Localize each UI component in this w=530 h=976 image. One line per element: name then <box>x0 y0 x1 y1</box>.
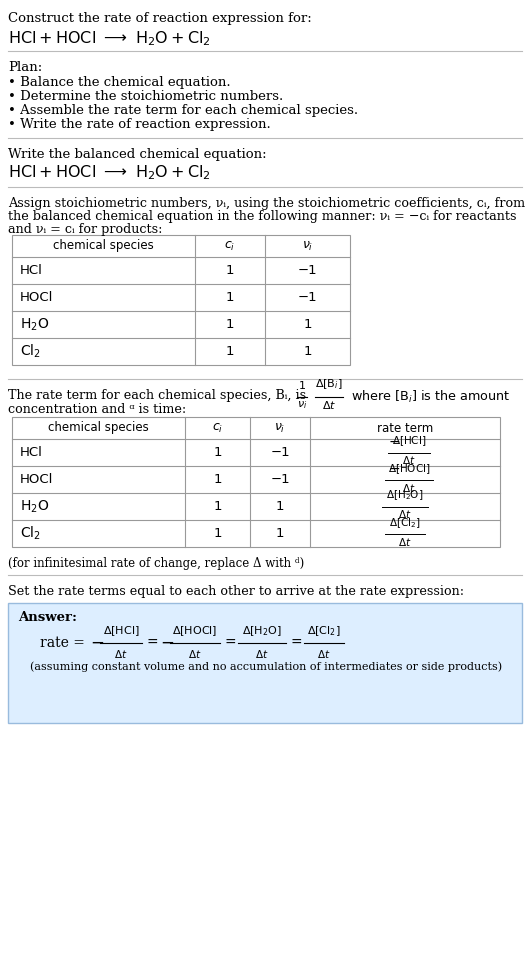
Text: 1: 1 <box>276 527 284 540</box>
Text: Write the balanced chemical equation:: Write the balanced chemical equation: <box>8 148 267 161</box>
Text: $\mathrm{Cl_2}$: $\mathrm{Cl_2}$ <box>20 525 41 543</box>
Text: −1: −1 <box>298 264 317 277</box>
Text: $\mathrm{HCl + HOCl\ \longrightarrow\ H_2O + Cl_2}$: $\mathrm{HCl + HOCl\ \longrightarrow\ H_… <box>8 29 211 48</box>
Text: −: − <box>388 434 400 449</box>
Text: Plan:: Plan: <box>8 61 42 74</box>
Text: $\Delta t$: $\Delta t$ <box>398 508 412 520</box>
Text: $c_i$: $c_i$ <box>212 422 223 434</box>
Text: 1: 1 <box>226 345 234 358</box>
Text: $\Delta[\mathrm{HCl}]$: $\Delta[\mathrm{HCl}]$ <box>392 434 426 449</box>
Text: $\mathrm{H_2O}$: $\mathrm{H_2O}$ <box>20 316 49 333</box>
Text: where $[\mathrm{B}_i]$ is the amount: where $[\mathrm{B}_i]$ is the amount <box>347 389 510 405</box>
Text: $\Delta[\mathrm{HOCl}]$: $\Delta[\mathrm{HOCl}]$ <box>388 462 430 475</box>
Text: $\mathrm{Cl_2}$: $\mathrm{Cl_2}$ <box>20 343 41 360</box>
Text: 1: 1 <box>213 527 222 540</box>
Text: $\Delta t$: $\Delta t$ <box>322 399 336 411</box>
Text: 1: 1 <box>298 381 305 391</box>
Text: 1: 1 <box>213 473 222 486</box>
Text: 1: 1 <box>213 500 222 513</box>
Text: −1: −1 <box>270 473 290 486</box>
Text: • Write the rate of reaction expression.: • Write the rate of reaction expression. <box>8 118 271 131</box>
Text: $\Delta[\mathrm{HCl}]$: $\Delta[\mathrm{HCl}]$ <box>103 625 139 638</box>
Text: The rate term for each chemical species, Bᵢ, is: The rate term for each chemical species,… <box>8 389 310 402</box>
Text: Construct the rate of reaction expression for:: Construct the rate of reaction expressio… <box>8 12 312 25</box>
Bar <box>12 235 350 365</box>
Text: Answer:: Answer: <box>18 611 77 624</box>
Text: chemical species: chemical species <box>53 239 154 253</box>
Text: −: − <box>388 462 400 475</box>
Text: 1: 1 <box>226 291 234 304</box>
Text: −1: −1 <box>298 291 317 304</box>
Text: $\nu_i$: $\nu_i$ <box>297 399 307 411</box>
Text: $\Delta t$: $\Delta t$ <box>188 648 202 660</box>
Text: =: = <box>224 636 236 650</box>
Text: =: = <box>146 636 157 650</box>
Text: 1: 1 <box>226 264 234 277</box>
Text: −1: −1 <box>270 446 290 459</box>
Text: $\Delta[\mathrm{H_2O}]$: $\Delta[\mathrm{H_2O}]$ <box>386 489 423 503</box>
Text: rate term: rate term <box>377 422 433 434</box>
Text: rate =: rate = <box>40 636 89 650</box>
Text: $\nu_i$: $\nu_i$ <box>275 422 286 434</box>
Text: $\Delta t$: $\Delta t$ <box>255 648 269 660</box>
Bar <box>12 417 500 547</box>
Text: =: = <box>290 636 302 650</box>
Text: concentration and ᵅ is time:: concentration and ᵅ is time: <box>8 403 186 416</box>
Text: HCl: HCl <box>20 446 43 459</box>
Text: HOCl: HOCl <box>20 291 54 304</box>
Text: 1: 1 <box>226 318 234 331</box>
Text: $\Delta[\mathrm{Cl_2}]$: $\Delta[\mathrm{Cl_2}]$ <box>389 515 421 530</box>
Text: 1: 1 <box>213 446 222 459</box>
Text: $\mathrm{HCl + HOCl\ \longrightarrow\ H_2O + Cl_2}$: $\mathrm{HCl + HOCl\ \longrightarrow\ H_… <box>8 163 211 182</box>
Text: −: − <box>160 634 174 652</box>
Text: Set the rate terms equal to each other to arrive at the rate expression:: Set the rate terms equal to each other t… <box>8 585 464 598</box>
Text: $\Delta[\mathrm{B}_i]$: $\Delta[\mathrm{B}_i]$ <box>315 377 343 391</box>
Text: HCl: HCl <box>20 264 43 277</box>
Text: $\Delta t$: $\Delta t$ <box>114 648 128 660</box>
Text: chemical species: chemical species <box>48 422 149 434</box>
Text: 1: 1 <box>303 345 312 358</box>
Text: $\Delta t$: $\Delta t$ <box>317 648 331 660</box>
Text: • Balance the chemical equation.: • Balance the chemical equation. <box>8 76 231 89</box>
Text: $\Delta[\mathrm{HOCl}]$: $\Delta[\mathrm{HOCl}]$ <box>172 625 218 638</box>
Text: and νᵢ = cᵢ for products:: and νᵢ = cᵢ for products: <box>8 223 163 236</box>
Text: $\nu_i$: $\nu_i$ <box>302 239 313 253</box>
Text: $\Delta t$: $\Delta t$ <box>398 536 412 548</box>
Text: $\Delta t$: $\Delta t$ <box>402 481 416 494</box>
Text: −: − <box>90 634 104 652</box>
Text: 1: 1 <box>303 318 312 331</box>
Text: HOCl: HOCl <box>20 473 54 486</box>
Text: (for infinitesimal rate of change, replace Δ with ᵈ): (for infinitesimal rate of change, repla… <box>8 557 304 570</box>
Text: (assuming constant volume and no accumulation of intermediates or side products): (assuming constant volume and no accumul… <box>30 661 502 671</box>
Text: $\Delta[\mathrm{Cl_2}]$: $\Delta[\mathrm{Cl_2}]$ <box>307 625 341 638</box>
Text: $c_i$: $c_i$ <box>224 239 236 253</box>
Text: • Determine the stoichiometric numbers.: • Determine the stoichiometric numbers. <box>8 90 283 103</box>
Text: $\mathrm{H_2O}$: $\mathrm{H_2O}$ <box>20 499 49 514</box>
Text: the balanced chemical equation in the following manner: νᵢ = −cᵢ for reactants: the balanced chemical equation in the fo… <box>8 210 517 223</box>
Text: Assign stoichiometric numbers, νᵢ, using the stoichiometric coefficients, cᵢ, fr: Assign stoichiometric numbers, νᵢ, using… <box>8 197 525 210</box>
Text: 1: 1 <box>276 500 284 513</box>
Text: $\Delta[\mathrm{H_2O}]$: $\Delta[\mathrm{H_2O}]$ <box>242 625 282 638</box>
Text: • Assemble the rate term for each chemical species.: • Assemble the rate term for each chemic… <box>8 104 358 117</box>
Text: $\Delta t$: $\Delta t$ <box>402 455 416 467</box>
Bar <box>8 603 522 723</box>
